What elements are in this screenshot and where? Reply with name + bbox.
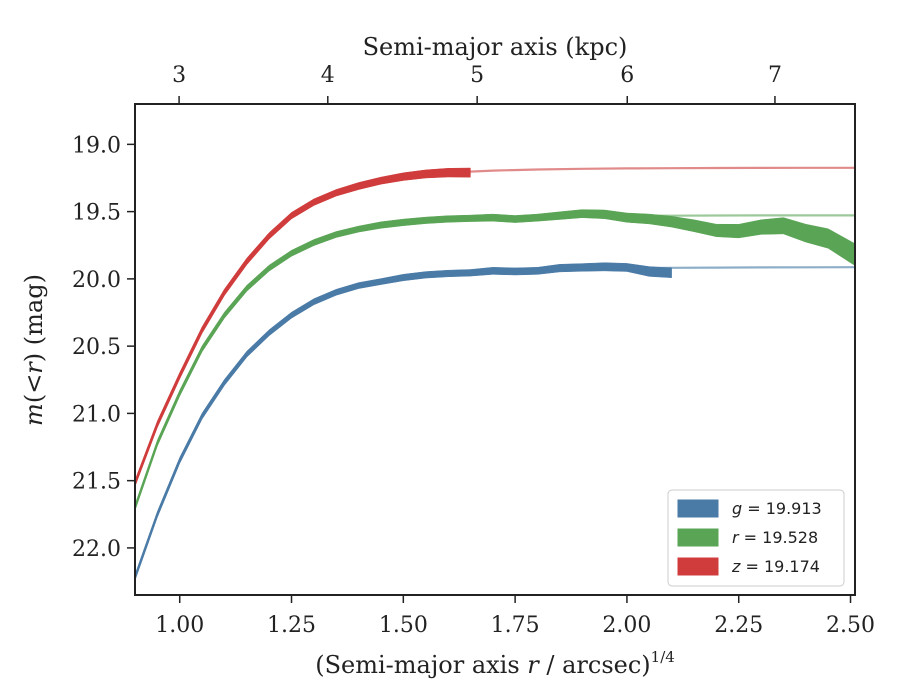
- y-tick-label: 19.0: [72, 133, 121, 158]
- legend-label-z: z = 19.174: [731, 557, 820, 576]
- x-axis-title: (Semi-major axis r / arcsec)1/4: [315, 648, 675, 679]
- top-axis-title: Semi-major axis (kpc): [363, 33, 628, 61]
- y-tick-label: 22.0: [72, 537, 121, 562]
- y-tick-label: 21.5: [72, 470, 121, 495]
- x-tick-label: 2.25: [714, 613, 763, 638]
- axis-ticks: 1.00 1.25 1.50 1.75 2.00 2.25 2.50 19.0 19.5 20.0…: [72, 63, 875, 638]
- legend: g = 19.913 r = 19.528 z = 19.174: [667, 489, 845, 587]
- x-tick-label: 1.50: [379, 613, 428, 638]
- legend-swatch-z: [677, 557, 719, 576]
- y-tick-label: 19.5: [72, 201, 121, 226]
- x-tick-label: 2.50: [826, 613, 875, 638]
- x-tick-label: 1.00: [155, 613, 204, 638]
- legend-label-r: r = 19.528: [732, 528, 818, 547]
- top-tick-label: 3: [172, 63, 186, 88]
- plot-frame: [134, 103, 856, 596]
- y-tick-label: 20.5: [72, 335, 121, 360]
- y-axis-title: m(<r) (mag): [20, 274, 48, 426]
- legend-label-g: g = 19.913: [732, 499, 822, 518]
- x-tick-label: 2.00: [602, 613, 651, 638]
- data-band-g: [135, 262, 672, 581]
- y-tick-label: 20.0: [72, 268, 121, 293]
- top-tick-label: 7: [768, 63, 782, 88]
- top-tick-label: 5: [470, 63, 484, 88]
- y-tick-label: 21.0: [72, 402, 121, 427]
- data-band-r: [135, 209, 855, 511]
- plot-area: [135, 166, 855, 581]
- top-tick-label: 4: [321, 63, 335, 88]
- top-tick-label: 6: [620, 63, 634, 88]
- x-tick-label: 1.25: [267, 613, 316, 638]
- legend-swatch-g: [677, 499, 719, 518]
- data-band-z: [135, 167, 471, 487]
- legend-swatch-r: [677, 528, 719, 547]
- x-tick-label: 1.75: [491, 613, 540, 638]
- plot-content: [135, 166, 855, 581]
